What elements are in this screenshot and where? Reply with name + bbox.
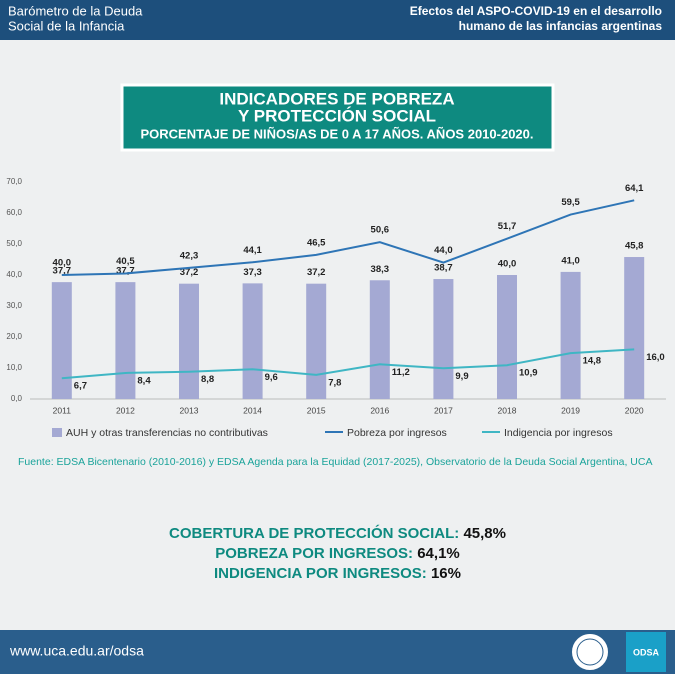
y-tick-label: 70,0 — [6, 177, 22, 186]
line-label: 44,1 — [243, 245, 262, 256]
source: Fuente: EDSA Bicentenario (2010-2016) y … — [18, 456, 652, 468]
bar — [560, 271, 581, 399]
line-label: 44,0 — [434, 245, 453, 256]
line-label: 6,7 — [74, 381, 87, 392]
line-label: 51,7 — [498, 221, 517, 232]
line-label: 40,0 — [53, 258, 72, 269]
summary-line: POBREZA POR INGRESOS: 64,1% — [0, 545, 675, 562]
bar — [369, 280, 390, 399]
header-right: Efectos del ASPO-COVID-19 en el desarrol… — [410, 4, 662, 18]
line-label: 8,4 — [137, 375, 151, 386]
bar — [624, 257, 645, 399]
header-left: Social de la Infancia — [8, 18, 125, 33]
line — [61, 199, 635, 276]
bar-label: 37,7 — [53, 266, 72, 277]
legend-swatch — [52, 428, 62, 437]
line-label: 59,5 — [561, 197, 580, 208]
x-tick-label: 2014 — [243, 405, 262, 415]
bar — [497, 275, 517, 399]
logo-odsa-text: ODSA — [633, 647, 660, 657]
line-label: 46,5 — [307, 237, 326, 248]
bar-label: 40,0 — [498, 259, 517, 270]
line-label: 9,9 — [455, 371, 468, 382]
line-label: 7,8 — [328, 377, 341, 388]
bar-label: 38,3 — [371, 264, 390, 275]
legend-label: Indigencia por ingresos — [504, 427, 613, 439]
summary-label: POBREZA POR INGRESOS: — [215, 545, 414, 562]
header-band — [0, 0, 675, 40]
header-right: humano de las infancias argentinas — [459, 19, 663, 33]
chart-title: INDICADORES DE POBREZA — [219, 89, 454, 108]
summary-label: COBERTURA DE PROTECCIÓN SOCIAL: — [169, 525, 460, 542]
line-label: 11,2 — [392, 367, 410, 378]
legend-label: AUH y otras transferencias no contributi… — [66, 427, 268, 439]
line-label: 50,6 — [371, 225, 390, 236]
bar — [115, 282, 136, 399]
x-tick-label: 2013 — [180, 405, 199, 415]
line-label: 40,5 — [116, 256, 135, 267]
logo-odsa — [626, 632, 666, 672]
line-label: 9,6 — [265, 372, 278, 383]
bar-label: 38,7 — [434, 263, 453, 274]
x-tick-label: 2018 — [498, 405, 517, 415]
y-tick-label: 60,0 — [6, 208, 22, 217]
header-left: Barómetro de la Deuda — [8, 3, 143, 18]
y-tick-label: 50,0 — [6, 239, 22, 248]
y-tick-label: 20,0 — [6, 332, 22, 341]
summary-value: 45,8% — [463, 525, 506, 542]
legend-label: Pobreza por ingresos — [347, 427, 447, 439]
line — [61, 348, 635, 380]
bar-label: 37,2 — [307, 267, 326, 278]
x-tick-label: 2020 — [625, 405, 644, 415]
bar — [242, 283, 263, 399]
line-label: 14,8 — [583, 356, 602, 367]
bar-label: 37,3 — [243, 267, 262, 278]
chart-subtitle: PORCENTAJE DE NIÑOS/AS DE 0 A 17 AÑOS. A… — [140, 126, 533, 141]
x-tick-label: 2015 — [307, 405, 326, 415]
y-tick-label: 40,0 — [6, 270, 22, 279]
footer-band — [0, 630, 675, 674]
line-label: 10,9 — [519, 368, 538, 379]
line-label: 16,0 — [646, 352, 665, 363]
line-label: 8,8 — [201, 374, 214, 385]
bar-label: 37,7 — [116, 266, 135, 277]
bar-label: 45,8 — [625, 241, 644, 252]
line-label: 42,3 — [180, 250, 199, 261]
chart-title: Y PROTECCIÓN SOCIAL — [238, 106, 436, 125]
bar-label: 37,2 — [180, 267, 199, 278]
summary-value: 16% — [430, 565, 461, 582]
y-tick-label: 0,0 — [11, 394, 23, 403]
title-box — [120, 83, 555, 152]
x-tick-label: 2012 — [116, 405, 135, 415]
bar — [433, 279, 454, 399]
line-label: 64,1 — [625, 183, 644, 194]
summary-label: INDIGENCIA POR INGRESOS: — [213, 565, 427, 582]
logo-uca-ring — [576, 638, 604, 666]
summary-value: 64,1% — [417, 545, 460, 562]
y-tick-label: 30,0 — [6, 301, 22, 310]
y-tick-label: 10,0 — [6, 363, 22, 372]
bar — [306, 283, 327, 399]
summary-line: COBERTURA DE PROTECCIÓN SOCIAL: 45,8% — [0, 525, 675, 542]
x-tick-label: 2019 — [561, 405, 580, 415]
bar-label: 41,0 — [561, 255, 580, 266]
bar — [51, 282, 72, 399]
bar — [179, 283, 199, 399]
x-tick-label: 2017 — [434, 405, 453, 415]
footer-url: www.uca.edu.ar/odsa — [9, 643, 144, 659]
summary-line: INDIGENCIA POR INGRESOS: 16% — [0, 565, 675, 582]
x-tick-label: 2011 — [53, 405, 72, 415]
x-tick-label: 2016 — [370, 405, 389, 415]
